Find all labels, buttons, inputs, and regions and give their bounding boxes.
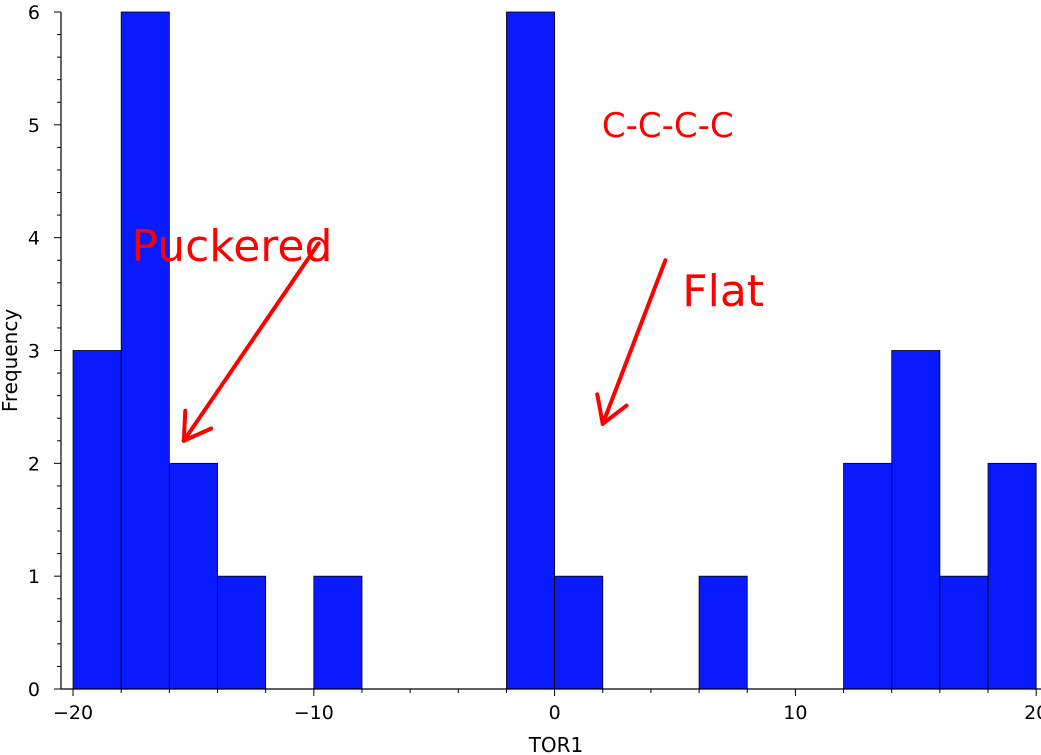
histogram-bar — [72, 350, 122, 690]
x-tick-label: 20 — [1024, 702, 1041, 724]
histogram-bar — [506, 11, 556, 690]
x-axis-title: TOR1 — [528, 733, 584, 755]
histogram-bar — [843, 462, 893, 690]
y-tick-label: 3 — [28, 341, 40, 363]
histogram-bar — [313, 575, 363, 690]
histogram-bar — [554, 575, 604, 690]
x-tick-label: −20 — [53, 702, 93, 724]
histogram-bar — [698, 575, 748, 690]
histogram-bar — [168, 462, 218, 690]
y-tick-label: 4 — [28, 228, 40, 250]
y-tick-label: 0 — [28, 679, 40, 701]
annotation-arrow — [595, 258, 668, 426]
annotation-puckered: Puckered — [131, 221, 332, 272]
y-tick-label: 1 — [28, 566, 40, 588]
bars-group — [72, 11, 1037, 690]
y-tick-label: 5 — [28, 115, 40, 137]
x-tick-label: −10 — [294, 702, 334, 724]
x-ticks-group: −20 −10 0 10 20 — [53, 689, 1041, 724]
annotation-arrow — [181, 241, 321, 443]
x-tick-label: 0 — [549, 702, 561, 724]
x-tick-label: 10 — [783, 702, 807, 724]
y-ticks-group: 0 1 2 3 4 5 6 — [28, 2, 61, 701]
histogram-bar — [939, 575, 989, 690]
annotation-arrows-group — [181, 241, 668, 443]
histogram-bar — [120, 11, 170, 690]
y-tick-label: 6 — [28, 2, 40, 24]
histogram-bar — [217, 575, 267, 690]
histogram-bar — [891, 350, 941, 690]
y-tick-label: 2 — [28, 453, 40, 475]
y-axis-title: Frequency — [0, 309, 22, 412]
histogram-bar — [987, 462, 1037, 690]
annotation-flat: Flat — [682, 266, 764, 317]
annotation-c-c-c-c: C-C-C-C — [602, 106, 734, 146]
